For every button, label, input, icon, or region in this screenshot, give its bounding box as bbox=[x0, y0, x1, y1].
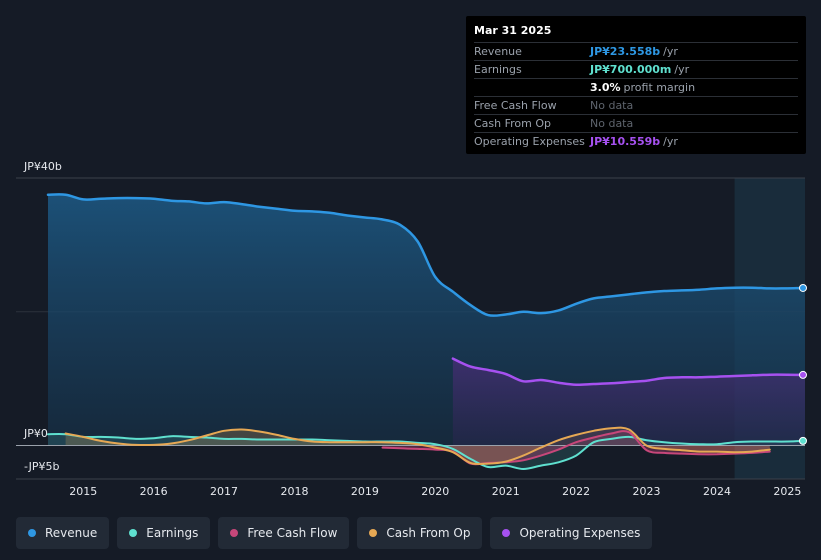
legend-item-revenue[interactable]: Revenue bbox=[16, 517, 110, 549]
tooltip-row-value: No data bbox=[590, 99, 634, 112]
tooltip-row-label: Revenue bbox=[474, 45, 522, 58]
tooltip-row-label: Free Cash Flow bbox=[474, 99, 557, 112]
tooltip-row-value: JP¥700.000m bbox=[590, 63, 672, 76]
operating-expenses-line bbox=[451, 357, 807, 386]
tooltip-row-unit: /yr bbox=[674, 63, 690, 76]
legend-item-operating-expenses[interactable]: Operating Expenses bbox=[490, 517, 653, 549]
tooltip-row: Free Cash Flow No data bbox=[474, 97, 798, 115]
earnings-line bbox=[47, 432, 806, 470]
operating-expenses-end-point bbox=[799, 370, 807, 379]
tooltip-row: Earnings JP¥700.000m/yr bbox=[474, 61, 798, 79]
legend-dot-icon bbox=[369, 529, 378, 537]
legend-label: Free Cash Flow bbox=[247, 526, 338, 540]
legend-dot-icon bbox=[502, 529, 511, 537]
legend-item-free-cash-flow[interactable]: Free Cash Flow bbox=[218, 517, 350, 549]
earnings-end-point bbox=[799, 436, 807, 445]
y-axis-zero-label: JP¥0 bbox=[24, 427, 48, 440]
tooltip-row-unit: /yr bbox=[663, 45, 678, 58]
x-tick-label: 2021 bbox=[492, 485, 520, 498]
revenue-line bbox=[46, 193, 807, 318]
legend-label: Operating Expenses bbox=[519, 526, 641, 540]
legend-label: Revenue bbox=[45, 526, 98, 540]
tooltip-row-unit: profit margin bbox=[623, 81, 696, 94]
legend-item-cash-from-op[interactable]: Cash From Op bbox=[357, 517, 483, 549]
free-cash-flow-area bbox=[382, 431, 770, 465]
tooltip-row: 3.0% profit margin bbox=[474, 79, 798, 97]
cash-from-op-line bbox=[64, 426, 771, 466]
legend-dot-icon bbox=[28, 529, 36, 537]
x-tick-label: 2017 bbox=[210, 485, 238, 498]
tooltip-row: Cash From Op No data bbox=[474, 115, 798, 133]
legend-label: Cash From Op bbox=[386, 526, 471, 540]
tooltip-row-label: Operating Expenses bbox=[474, 135, 585, 148]
y-axis-top-label: JP¥40b bbox=[24, 160, 62, 173]
x-tick-label: 2016 bbox=[140, 485, 168, 498]
tooltip-panel: Mar 31 2025 Revenue JP¥23.558b/yr Earnings… bbox=[466, 16, 806, 154]
tooltip-row-unit: /yr bbox=[663, 135, 678, 148]
legend-item-earnings[interactable]: Earnings bbox=[117, 517, 211, 549]
x-tick-label: 2024 bbox=[703, 485, 731, 498]
x-tick-label: 2025 bbox=[773, 485, 801, 498]
tooltip-row-value: JP¥10.559b bbox=[590, 135, 661, 148]
tooltip-row: Operating Expenses JP¥10.559b/yr bbox=[474, 133, 798, 150]
x-tick-label: 2023 bbox=[633, 485, 661, 498]
legend-dot-icon bbox=[230, 529, 239, 537]
y-axis-bottom-label: -JP¥5b bbox=[24, 460, 60, 473]
x-tick-label: 2019 bbox=[351, 485, 379, 498]
tooltip-row-label: Earnings bbox=[474, 63, 522, 76]
x-tick-label: 2020 bbox=[421, 485, 449, 498]
x-tick-label: 2022 bbox=[562, 485, 590, 498]
tooltip-row-label: Cash From Op bbox=[474, 117, 552, 130]
tooltip-date: Mar 31 2025 bbox=[474, 22, 798, 43]
legend: Revenue Earnings Free Cash Flow Cash From O… bbox=[16, 517, 653, 549]
x-tick-label: 2015 bbox=[69, 485, 97, 498]
x-tick-label: 2018 bbox=[280, 485, 308, 498]
tooltip-row-value: No data bbox=[590, 117, 634, 130]
tooltip-row-value: 3.0% bbox=[590, 81, 621, 94]
revenue-end-point bbox=[799, 283, 807, 292]
legend-label: Earnings bbox=[146, 526, 199, 540]
tooltip-row: Revenue JP¥23.558b/yr bbox=[474, 43, 798, 61]
tooltip-row-label bbox=[474, 79, 590, 96]
tooltip-row-value: JP¥23.558b bbox=[590, 45, 661, 58]
legend-dot-icon bbox=[129, 529, 138, 537]
